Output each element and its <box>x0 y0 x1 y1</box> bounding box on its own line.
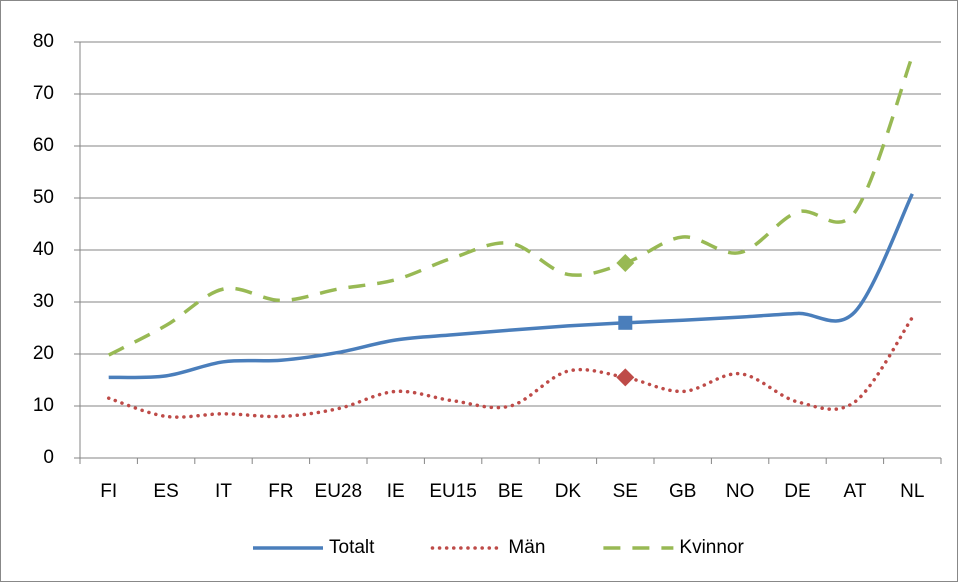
x-tick-label: DK <box>555 481 582 502</box>
y-tick-label: 10 <box>33 395 54 416</box>
x-tick-label: EU28 <box>315 481 363 502</box>
x-tick-label: FR <box>268 481 293 502</box>
x-tick-label: SE <box>613 481 638 502</box>
y-tick-label: 0 <box>43 447 54 468</box>
x-tick-label: FI <box>100 481 117 502</box>
y-tick-label: 80 <box>33 31 54 52</box>
y-tick-label: 60 <box>33 135 54 156</box>
y-tick-label: 20 <box>33 343 54 364</box>
marker <box>618 315 633 330</box>
x-tick-label: BE <box>498 481 523 502</box>
x-tick-label: NL <box>900 481 924 502</box>
x-tick-label: ES <box>153 481 178 502</box>
y-tick-label: 70 <box>33 83 54 104</box>
series-line <box>107 55 914 357</box>
marker <box>616 368 635 387</box>
marker <box>616 254 635 272</box>
x-tick-label: NO <box>726 481 755 502</box>
legend-label: Män <box>508 537 545 558</box>
x-tick-label: EU15 <box>429 481 477 502</box>
legend-label: Totalt <box>329 537 375 558</box>
y-tick-label: 30 <box>33 291 54 312</box>
y-tick-label: 40 <box>33 239 54 260</box>
x-tick-label: IE <box>387 481 405 502</box>
x-tick-label: AT <box>843 481 866 502</box>
y-tick-label: 50 <box>33 187 54 208</box>
x-tick-label: DE <box>784 481 810 502</box>
legend-label: Kvinnor <box>679 537 744 558</box>
x-tick-label: GB <box>669 481 696 502</box>
series-line <box>108 193 914 380</box>
x-tick-label: IT <box>215 481 232 502</box>
series-line <box>106 315 915 419</box>
